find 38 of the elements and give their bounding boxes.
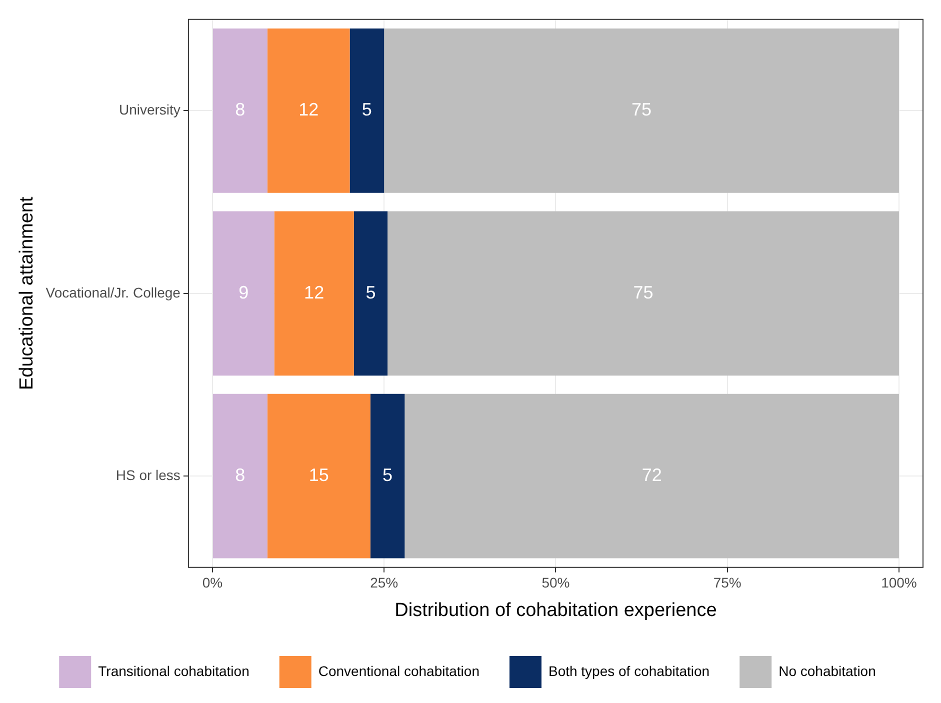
bar	[212, 28, 268, 193]
data-label: 9	[238, 282, 249, 302]
data-label: 12	[298, 100, 319, 120]
legend-label: Transitional cohabitation	[98, 662, 250, 679]
bar	[354, 211, 388, 376]
data-label: 75	[633, 282, 654, 302]
y-tick-label: Vocational/Jr. College	[46, 284, 181, 300]
data-label: 75	[632, 100, 652, 120]
x-tick-label: 75%	[713, 574, 742, 591]
bar	[267, 28, 350, 193]
data-label: 8	[235, 100, 246, 120]
bar	[212, 394, 268, 558]
bar	[274, 211, 354, 376]
bar	[370, 394, 405, 558]
y-tick-label: HS or less	[116, 466, 180, 483]
bar	[350, 28, 384, 193]
data-label: 5	[366, 282, 376, 302]
x-tick-label: 25%	[370, 574, 398, 591]
data-label: 12	[304, 282, 324, 302]
data-label: 72	[642, 465, 662, 486]
x-tick-label: 100%	[881, 574, 917, 591]
x-tick-label: 50%	[542, 574, 570, 591]
x-axis-title: Distribution of cohabitation experience	[394, 600, 717, 621]
data-label: 15	[308, 465, 329, 486]
legend-label: Conventional cohabitation	[318, 662, 480, 679]
y-tick-label: University	[118, 102, 180, 118]
legend-label: No cohabitation	[778, 662, 876, 679]
data-label: 5	[362, 100, 372, 120]
x-tick-label: 0%	[202, 574, 223, 591]
bar	[212, 211, 274, 376]
data-label: 8	[235, 465, 246, 486]
bar	[388, 211, 899, 376]
bar	[267, 394, 370, 558]
bar	[404, 394, 899, 558]
legend-label: Both types of cohabitation	[548, 662, 710, 679]
data-label: 5	[382, 465, 393, 486]
bar	[384, 28, 899, 193]
y-axis-title: Educational attainment	[16, 196, 38, 390]
